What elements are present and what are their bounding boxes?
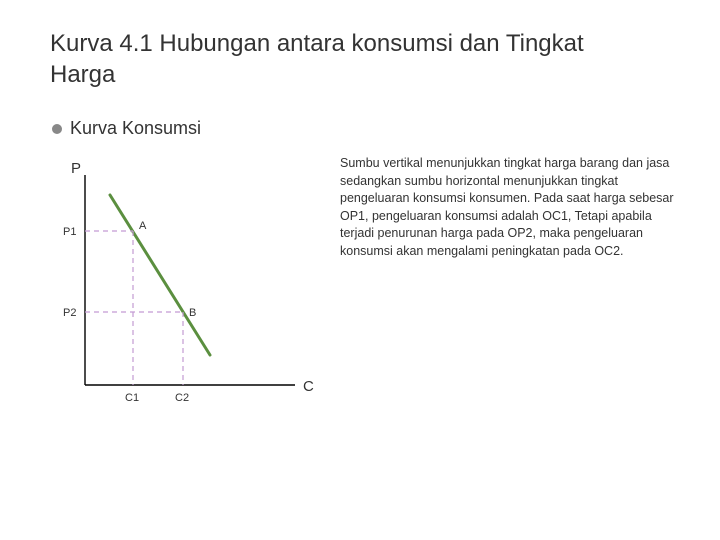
page-title: Kurva 4.1 Hubungan antara konsumsi dan T…	[50, 28, 650, 90]
consumption-curve-chart: P C A B P1 P2 C1 C2	[55, 155, 315, 415]
tick-c2: C2	[175, 392, 189, 404]
tick-p1: P1	[63, 226, 76, 238]
subtitle-row: Kurva Konsumsi	[52, 118, 201, 139]
tick-c1: C1	[125, 392, 139, 404]
demand-curve	[110, 195, 210, 355]
x-axis-label: C	[303, 378, 314, 395]
tick-p2: P2	[63, 307, 76, 319]
explanation-text: Sumbu vertikal menunjukkan tingkat harga…	[340, 155, 680, 260]
point-a-label: A	[139, 220, 147, 232]
y-axis-label: P	[71, 160, 81, 177]
subtitle: Kurva Konsumsi	[70, 118, 201, 139]
point-b-label: B	[189, 307, 196, 319]
bullet-icon	[52, 124, 62, 134]
